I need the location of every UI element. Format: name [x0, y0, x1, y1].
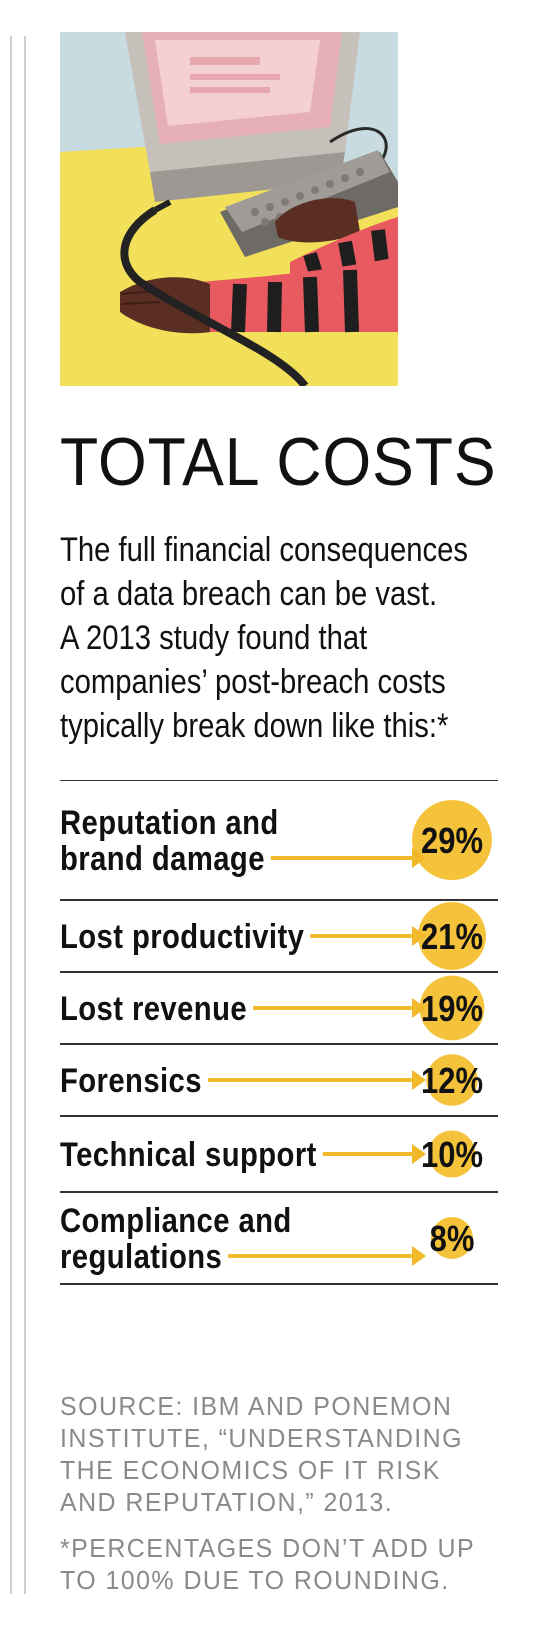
source-line: INSTITUTE, “UNDERSTANDING	[60, 1423, 464, 1453]
footnote-line: *PERCENTAGES DON’T ADD UP	[60, 1533, 476, 1563]
arrowhead	[412, 926, 426, 946]
value-bubble	[426, 1054, 478, 1106]
intro-line: The full financial consequences	[60, 531, 468, 569]
category-label: brand damage	[60, 839, 265, 878]
arrowhead	[412, 1144, 426, 1164]
value-label: 29%	[421, 822, 483, 862]
intro-line: typically break down like this:*	[60, 707, 449, 745]
category-label: Lost productivity	[60, 917, 304, 956]
arrowhead	[412, 1070, 426, 1090]
intro-text: The full financial consequences of a dat…	[60, 528, 473, 748]
value-label: 10%	[421, 1136, 483, 1176]
source-line: THE ECONOMICS OF IT RISK	[60, 1455, 441, 1485]
value-bubble	[428, 1130, 476, 1178]
intro-line: of a data breach can be vast.	[60, 575, 438, 613]
intro-line: companies’ post-breach costs	[60, 663, 446, 701]
value-bubble	[431, 1217, 473, 1259]
hacker-illustration	[60, 32, 398, 386]
intro-line: A 2013 study found that	[60, 619, 368, 657]
arrowhead	[412, 1246, 426, 1266]
value-label: 12%	[421, 1062, 483, 1102]
value-bubble	[412, 800, 492, 880]
left-margin-rule-inner	[24, 36, 26, 1594]
category-label: Compliance and	[60, 1201, 292, 1240]
source-line: AND REPUTATION,” 2013.	[60, 1487, 394, 1517]
footnote-line: TO 100% DUE TO ROUNDING.	[60, 1565, 450, 1595]
value-label: 21%	[421, 918, 483, 958]
value-label: 19%	[421, 990, 483, 1030]
source-line: SOURCE: IBM AND PONEMON	[60, 1391, 453, 1421]
category-label: Reputation and	[60, 803, 279, 842]
category-label: regulations	[60, 1237, 222, 1276]
page-title: TOTAL COSTS	[60, 424, 497, 500]
left-margin-rule	[10, 36, 12, 1594]
value-bubble	[419, 975, 485, 1041]
value-bubble	[418, 902, 486, 970]
source-notes: SOURCE: IBM AND PONEMON INSTITUTE, “UNDE…	[60, 1390, 511, 1596]
category-label: Lost revenue	[60, 989, 247, 1028]
value-label: 8%	[430, 1220, 475, 1260]
arrowhead	[412, 848, 426, 868]
category-label: Technical support	[60, 1135, 317, 1174]
arrowhead	[412, 998, 426, 1018]
category-label: Forensics	[60, 1061, 202, 1100]
